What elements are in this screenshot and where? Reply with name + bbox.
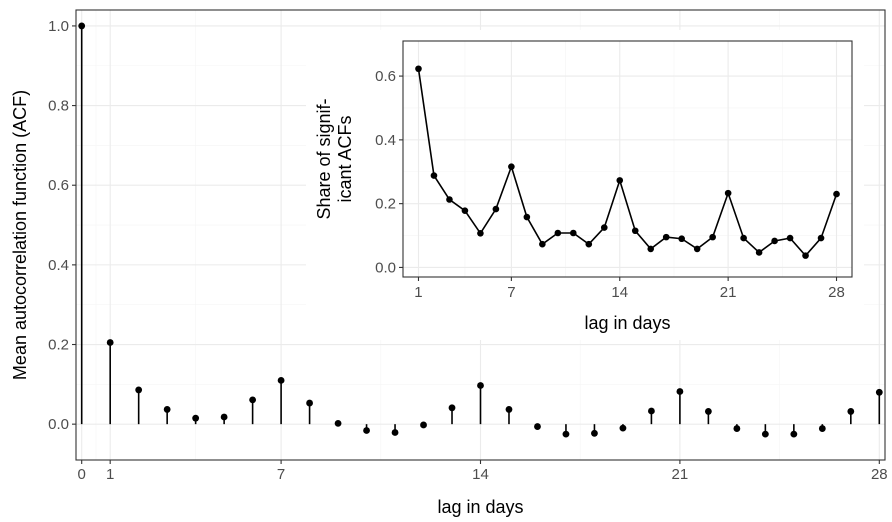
inset-point <box>554 229 562 237</box>
inset-point <box>662 233 670 241</box>
inset-point <box>430 172 438 179</box>
inset-series-line <box>417 68 838 257</box>
lollipop-point <box>220 413 228 421</box>
lollipop-point <box>676 388 684 395</box>
lollipop-point <box>562 430 570 438</box>
inset-y-axis-title: Share of signif-icant ACFs <box>314 98 355 219</box>
lollipop-point <box>420 421 427 429</box>
inset-point <box>415 65 422 73</box>
inset-point <box>709 233 716 241</box>
inset-point <box>446 196 453 203</box>
inset-point <box>833 190 840 198</box>
inset-x-axis: 1 7 14 21 28 <box>414 277 845 301</box>
lollipop-point <box>163 406 171 413</box>
inset-point <box>461 207 469 214</box>
inset-point <box>585 240 593 248</box>
y-tick-label: 0.2 <box>48 337 69 354</box>
lollipop-point <box>135 386 143 394</box>
lollipop-point <box>619 424 627 432</box>
inset-y-tick-label: 0.6 <box>375 68 396 85</box>
main-y-axis: 0.0 0.2 0.4 0.6 0.8 1.0 <box>48 18 76 433</box>
inset-point <box>817 234 825 242</box>
lollipop-point <box>363 427 370 434</box>
inset-point <box>647 245 655 253</box>
inset-x-axis-title: lag in days <box>584 313 670 333</box>
lollipop-point <box>505 406 513 413</box>
inset-line-series <box>415 65 840 259</box>
y-tick-label: 0.8 <box>48 98 69 115</box>
inset-y-tick-label: 0.2 <box>375 196 396 213</box>
inset-plot: 0.0 0.2 0.4 0.6 1 7 14 21 28 lag in days Share … <box>306 30 864 340</box>
inset-panel-border <box>402 40 853 278</box>
inset-y-axis-title-line: Share of signif- <box>314 98 334 219</box>
inset-x-tick-label: 21 <box>720 284 737 301</box>
y-tick-label: 1.0 <box>48 18 69 35</box>
inset-y-tick-label: 0.4 <box>375 132 396 149</box>
inset-point <box>600 224 608 231</box>
x-tick-label: 14 <box>472 466 489 483</box>
inset-point <box>523 213 531 221</box>
inset-point <box>693 245 701 253</box>
lollipop-point <box>391 429 399 436</box>
lollipop-point <box>306 399 313 407</box>
lollipop-point <box>192 414 200 422</box>
y-tick-label: 0.4 <box>48 257 69 274</box>
main-lollipops <box>78 22 883 438</box>
inset-point <box>539 240 546 248</box>
inset-point <box>678 235 685 243</box>
inset-point <box>771 237 778 245</box>
inset-x-tick-label: 28 <box>828 284 845 301</box>
inset-point <box>755 249 763 256</box>
inset-x-tick-label: 1 <box>414 284 422 301</box>
lollipop-point <box>704 408 712 415</box>
y-tick-label: 0.6 <box>48 177 69 194</box>
inset-point <box>631 227 639 235</box>
lollipop-point <box>249 396 257 404</box>
lollipop-point <box>78 22 86 30</box>
inset-panel-background <box>403 41 852 277</box>
inset-point <box>508 163 515 170</box>
x-tick-label: 1 <box>106 466 114 483</box>
inset-point <box>477 230 484 237</box>
lollipop-point <box>477 382 484 389</box>
x-tick-label: 0 <box>78 466 86 483</box>
inset-point <box>802 252 809 259</box>
lollipop-point <box>818 425 826 432</box>
main-x-axis: 0 1 7 14 21 28 <box>78 460 888 483</box>
inset-point <box>492 205 500 213</box>
x-tick-label: 7 <box>277 466 285 483</box>
lollipop-point <box>277 376 285 384</box>
lollipop-point <box>106 339 114 346</box>
inset-point <box>786 234 794 242</box>
lollipop-point <box>448 404 456 412</box>
lollipop-point <box>847 408 855 415</box>
inset-y-axis: 0.0 0.2 0.4 0.6 <box>375 68 403 276</box>
main-x-axis-title: lag in days <box>437 497 523 517</box>
inset-point <box>724 189 732 197</box>
inset-y-tick-label: 0.0 <box>375 259 396 276</box>
x-tick-label: 21 <box>672 466 689 483</box>
inset-point <box>570 229 577 237</box>
lollipop-point <box>875 388 883 396</box>
y-tick-label: 0.0 <box>48 416 69 433</box>
inset-x-tick-label: 7 <box>507 284 515 301</box>
lollipop-point <box>733 425 741 432</box>
lollipop-point <box>790 430 798 438</box>
inset-y-axis-title-line: icant ACFs <box>335 115 355 202</box>
lollipop-point <box>591 429 598 437</box>
main-y-axis-title: Mean autocorrelation function (ACF) <box>10 90 30 380</box>
inset-point <box>616 177 624 184</box>
x-tick-label: 28 <box>871 466 888 483</box>
lollipop-point <box>761 430 769 438</box>
lollipop-point <box>534 423 541 430</box>
lollipop-point <box>334 419 342 427</box>
inset-x-tick-label: 14 <box>611 284 628 301</box>
inset-point <box>740 234 747 242</box>
lollipop-point <box>648 407 655 415</box>
inset-gridlines <box>403 41 852 277</box>
